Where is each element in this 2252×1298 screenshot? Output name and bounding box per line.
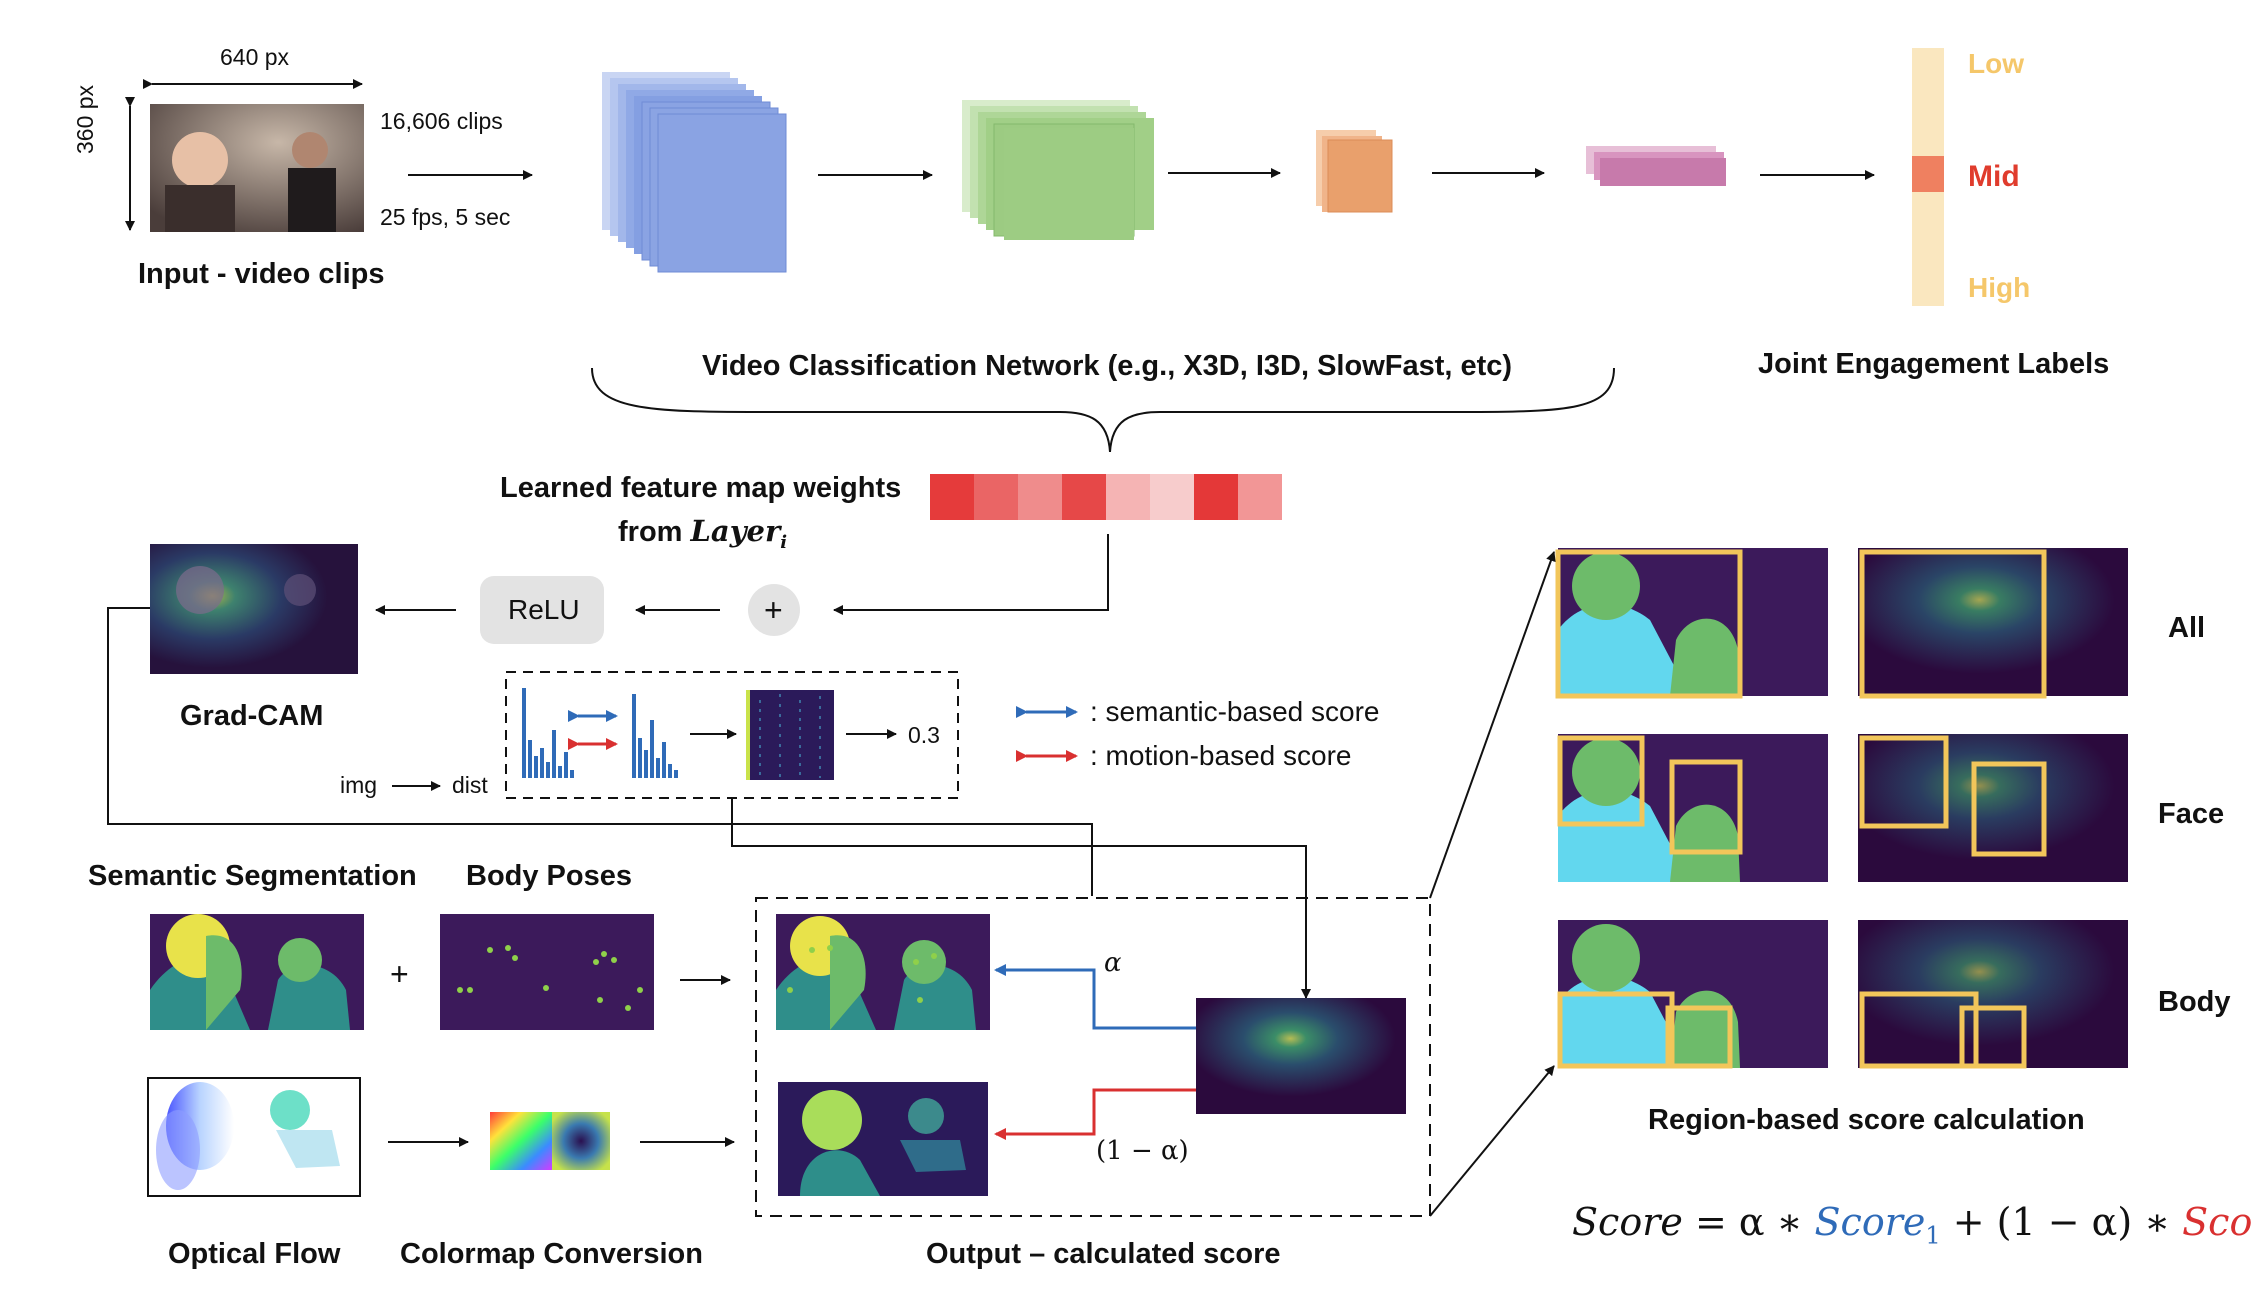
regions-caption: Region-based score calculation xyxy=(1648,1104,2085,1136)
body-poses-caption: Body Poses xyxy=(466,860,632,892)
region-row-all xyxy=(1555,548,2128,699)
output-box xyxy=(755,897,1431,1217)
colormap-caption: Colormap Conversion xyxy=(400,1238,703,1270)
colormap-images xyxy=(490,1112,610,1170)
img-label: img xyxy=(340,772,378,798)
gradcam-caption: Grad-CAM xyxy=(180,700,324,732)
formula-score: Score xyxy=(1572,1200,1683,1244)
feature-stack-green xyxy=(962,100,1154,240)
segmentation-caption: Semantic Segmentation xyxy=(88,860,417,892)
weight-cell xyxy=(1106,474,1150,520)
input-fps-label: 25 fps, 5 sec xyxy=(380,204,511,230)
network-caption: Video Classification Network (e.g., X3D,… xyxy=(702,350,1513,382)
input-video-thumbnail xyxy=(150,104,364,232)
input-height-label: 360 px xyxy=(72,84,98,154)
region-label-body: Body xyxy=(2158,986,2231,1018)
plus-node xyxy=(748,584,800,636)
body-poses-image xyxy=(440,914,654,1030)
weights-from: from xyxy=(618,516,683,548)
label-high: High xyxy=(1968,272,2031,303)
one-minus-alpha-label: (1 − α) xyxy=(1096,1136,1189,1166)
weight-cell xyxy=(1062,474,1106,520)
weight-cell xyxy=(1150,474,1194,520)
formula-score2: Score xyxy=(2182,1200,2252,1244)
plus-label: + xyxy=(764,592,783,628)
one-minus-alpha-arrow xyxy=(994,1088,1196,1140)
relu-label: ReLU xyxy=(508,594,580,625)
optical-flow-caption: Optical Flow xyxy=(168,1238,341,1270)
region-row-body xyxy=(1557,920,2128,1069)
histogram-2 xyxy=(632,694,678,778)
weight-cell xyxy=(974,474,1018,520)
label-mid: Mid xyxy=(1968,160,2020,193)
gradcam-image xyxy=(150,544,358,674)
weight-cell xyxy=(1194,474,1238,520)
segmentation-plus: + xyxy=(390,956,409,992)
formula-score1: Score xyxy=(1814,1200,1926,1244)
relu-box xyxy=(480,576,604,644)
score-formula: Score = α ∗ Score1 + (1 − α) ∗ Score2 xyxy=(1572,1200,2252,1250)
alpha-label: α xyxy=(1104,948,1122,978)
arrow-weights-to-plus xyxy=(833,534,1109,615)
label-low: Low xyxy=(1968,48,2024,79)
layer-subscript: i xyxy=(780,531,788,553)
input-clips-label: 16,606 clips xyxy=(380,108,503,134)
optical-flow-image xyxy=(147,1077,361,1197)
output-flow-image xyxy=(778,1082,988,1196)
feature-stack-orange xyxy=(1316,130,1393,213)
histogram-1 xyxy=(522,688,574,778)
legend-semantic-label: : semantic-based score xyxy=(1090,696,1380,727)
layer-symbol: Layer xyxy=(690,514,781,548)
gradcam-connector xyxy=(107,607,1093,896)
connector-to-regions-top xyxy=(1429,551,1556,899)
weight-cell xyxy=(1238,474,1282,520)
input-caption: Input - video clips xyxy=(138,258,385,290)
weights-caption-line1: Learned feature map weights xyxy=(500,472,902,504)
region-label-face: Face xyxy=(2158,798,2225,830)
formula-mid: + (1 − α) ∗ xyxy=(1940,1200,2183,1244)
distance-value: 0.3 xyxy=(908,722,940,748)
weight-cell xyxy=(930,474,974,520)
dist-label: dist xyxy=(452,772,488,798)
feature-stack-blue xyxy=(602,72,787,273)
distribution-connector xyxy=(731,798,1311,999)
distance-matrix xyxy=(746,690,834,780)
weights-caption-line2: from Layeri xyxy=(618,514,787,553)
output-caption: Output – calculated score xyxy=(926,1238,1281,1270)
formula-sub1: 1 xyxy=(1925,1221,1941,1250)
output-semantic-image xyxy=(776,914,990,1030)
feature-stack-purple xyxy=(1586,146,1726,186)
output-heatmap xyxy=(1196,998,1406,1114)
region-row-face xyxy=(1557,734,2128,882)
network-brace xyxy=(591,367,1615,453)
region-label-all: All xyxy=(2168,612,2206,644)
connector-to-regions-bottom xyxy=(1429,1065,1555,1217)
engagement-label-mid-marker xyxy=(1912,156,1944,192)
legend-motion-label: : motion-based score xyxy=(1090,740,1352,771)
alpha-arrow xyxy=(994,964,1196,1030)
formula-eq: = α ∗ xyxy=(1682,1200,1815,1244)
weight-cell xyxy=(1018,474,1062,520)
weights-bar xyxy=(930,474,1282,520)
labels-caption: Joint Engagement Labels xyxy=(1758,348,2110,380)
input-width-label: 640 px xyxy=(220,44,290,70)
semantic-segmentation-image xyxy=(150,914,364,1030)
